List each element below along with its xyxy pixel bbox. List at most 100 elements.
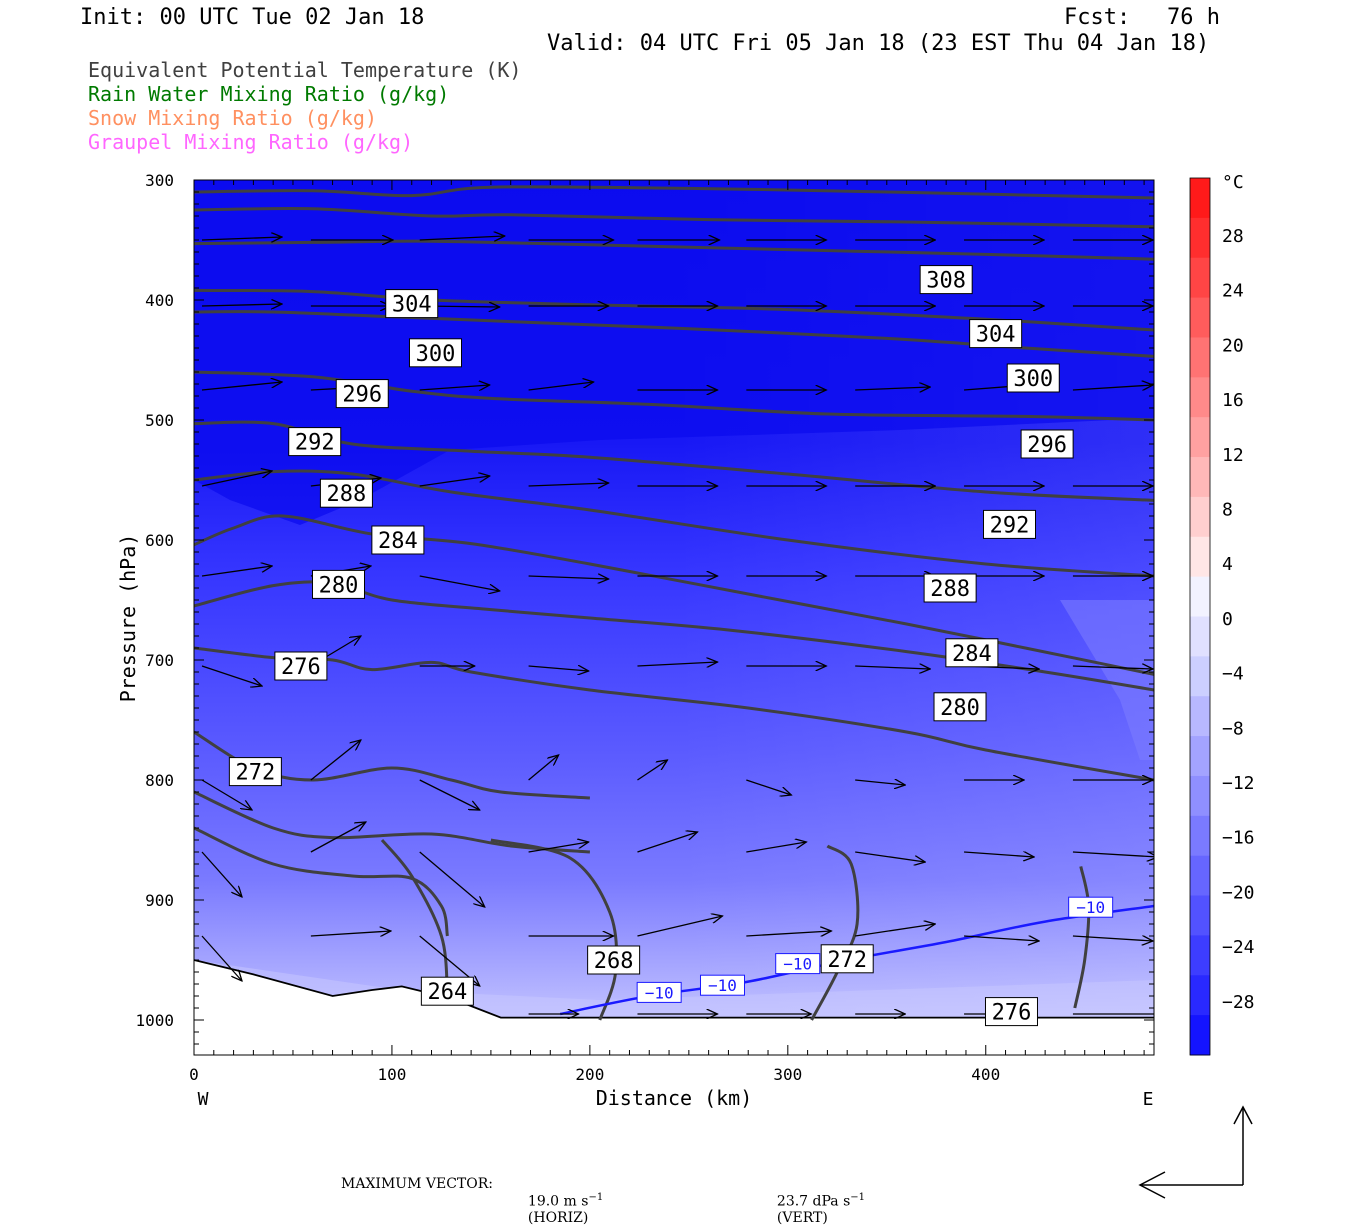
cross-section-chart: 3083043043003002962962922922882882842842… (116, 171, 1255, 1199)
wind-vector (201, 237, 282, 240)
wind-vector (855, 780, 905, 785)
wind-vector (1072, 851, 1154, 857)
contour-label: 292 (990, 513, 1030, 538)
contour-label: 288 (327, 482, 367, 507)
isotherm-label-box (636, 981, 682, 1003)
contour-label-box (319, 478, 373, 508)
colorbar-label: −8 (1222, 718, 1244, 739)
colorbar-segment (1190, 576, 1210, 617)
contour-label-box (984, 997, 1038, 1027)
colorbar-label: −20 (1222, 882, 1255, 903)
contour-label: 292 (295, 431, 335, 456)
contour-label: 280 (940, 696, 980, 721)
wind-vector (419, 385, 490, 390)
wind-vector (855, 666, 930, 669)
wind-vector (528, 755, 559, 781)
colorbar-segment (1190, 616, 1210, 657)
wind-vector (201, 382, 282, 391)
isotherm-label-box (699, 974, 745, 996)
colorbar-segment (1190, 178, 1210, 219)
max-horiz-exponent: −1 (588, 1192, 604, 1203)
colorbar-unit: °C (1222, 172, 1244, 193)
colorbar-label: −28 (1222, 992, 1255, 1013)
wind-vector (528, 666, 589, 671)
init-time: Init: 00 UTC Tue 02 Jan 18 (80, 5, 425, 30)
theta-e-contour-280 (194, 469, 1154, 578)
wind-vectors (201, 236, 1154, 1014)
y-tick-label: 1000 (135, 1011, 174, 1030)
contour-label: 284 (378, 529, 418, 554)
contour-label-box (408, 338, 462, 368)
wind-vector (528, 576, 609, 579)
theta-e-contour-lower-276 (1073, 866, 1091, 1009)
contour-label-box (420, 976, 474, 1006)
contour-label: 308 (926, 269, 966, 294)
isotherm-label-box (775, 953, 821, 975)
contour-label: 268 (594, 949, 634, 974)
contour-label: 272 (827, 948, 867, 973)
colorbar-label: −24 (1222, 937, 1255, 958)
colorbar-label: 28 (1222, 226, 1244, 247)
colorbar-segment (1190, 696, 1210, 737)
wind-vector (964, 936, 1039, 941)
wind-vector (528, 842, 589, 853)
colorbar-label: 8 (1222, 500, 1233, 521)
colorbar-label: 12 (1222, 445, 1244, 466)
contour-label: 284 (952, 642, 992, 667)
theta-e-contour-308 (194, 185, 1154, 200)
wind-vector (201, 665, 262, 686)
colorbar-label: 0 (1222, 609, 1233, 630)
contour-label: 288 (930, 577, 970, 602)
isotherm-label-box (1068, 896, 1114, 918)
wind-vector (310, 740, 361, 781)
axis-ticks: 300 400 500 600 700 800 900 1000 0 100 200 300 400 (135, 171, 1154, 1084)
colorbar-segment (1190, 1015, 1210, 1056)
wind-vector (419, 851, 485, 907)
colorbar-segment (1190, 457, 1210, 498)
wind-vector (746, 779, 791, 795)
legend-theta-e: Equivalent Potential Temperature (K) (88, 58, 522, 82)
terrain-line (193, 959, 1154, 1019)
legend-graupel: Graupel Mixing Ratio (g/kg) (88, 130, 414, 154)
max-vert-unit: (VERT) (776, 1209, 828, 1226)
isotherm-label: −10 (708, 976, 737, 995)
contour-label-box (371, 525, 425, 555)
colorbar-label: 24 (1222, 281, 1244, 302)
x-tick-label: 100 (377, 1065, 406, 1084)
max-vector-vert: 23.7 dPa s−1 (VERT) (768, 1176, 865, 1226)
contour-label-box (335, 379, 389, 409)
x-tick-label: 400 (971, 1065, 1000, 1084)
contour-label-box (923, 573, 977, 603)
forecast-hour-value: 76 h (1167, 5, 1220, 30)
east-label: E (1143, 1089, 1154, 1110)
colorbar-label: 20 (1222, 335, 1244, 356)
y-tick-label: 800 (145, 771, 174, 790)
colorbar-segment (1190, 417, 1210, 458)
contour-label-box (288, 427, 342, 457)
legend-rain-water: Rain Water Mixing Ratio (g/kg) (88, 82, 450, 106)
colorbar-segment (1190, 496, 1210, 538)
contour-labels: 308 304 304 300 300 296 296 292 292 288 288 284 284 2… (228, 265, 1114, 1027)
contour-label-box (587, 945, 641, 975)
plot-frame (193, 179, 1155, 1056)
wind-vector (201, 779, 252, 810)
colorbar-segment (1190, 975, 1210, 1016)
theta-e-contour-lowleft-2 (194, 826, 449, 937)
wind-vector (310, 822, 366, 853)
wind-vector (310, 931, 391, 936)
colorbar-label: 16 (1222, 390, 1244, 411)
y-tick-label: 900 (145, 891, 174, 910)
colorbar: 28 24 20 16 12 8 4 0 −4 −8 −12 −16 −20 −24 −28 (1189, 177, 1255, 1056)
theta-e-contour-lower-272 (810, 844, 860, 1021)
max-vert-exponent: −1 (850, 1192, 866, 1203)
y-tick-label: 700 (145, 651, 174, 670)
contour-label: 296 (1027, 433, 1067, 458)
colorbar-segment (1190, 855, 1210, 897)
contour-label-box (820, 944, 874, 974)
colorbar-segment (1190, 536, 1210, 578)
colorbar-segment (1190, 736, 1210, 777)
contour-label: 280 (319, 573, 359, 598)
wind-vector (746, 842, 806, 853)
colorbar-segment (1190, 815, 1210, 857)
wind-vector (637, 916, 722, 937)
